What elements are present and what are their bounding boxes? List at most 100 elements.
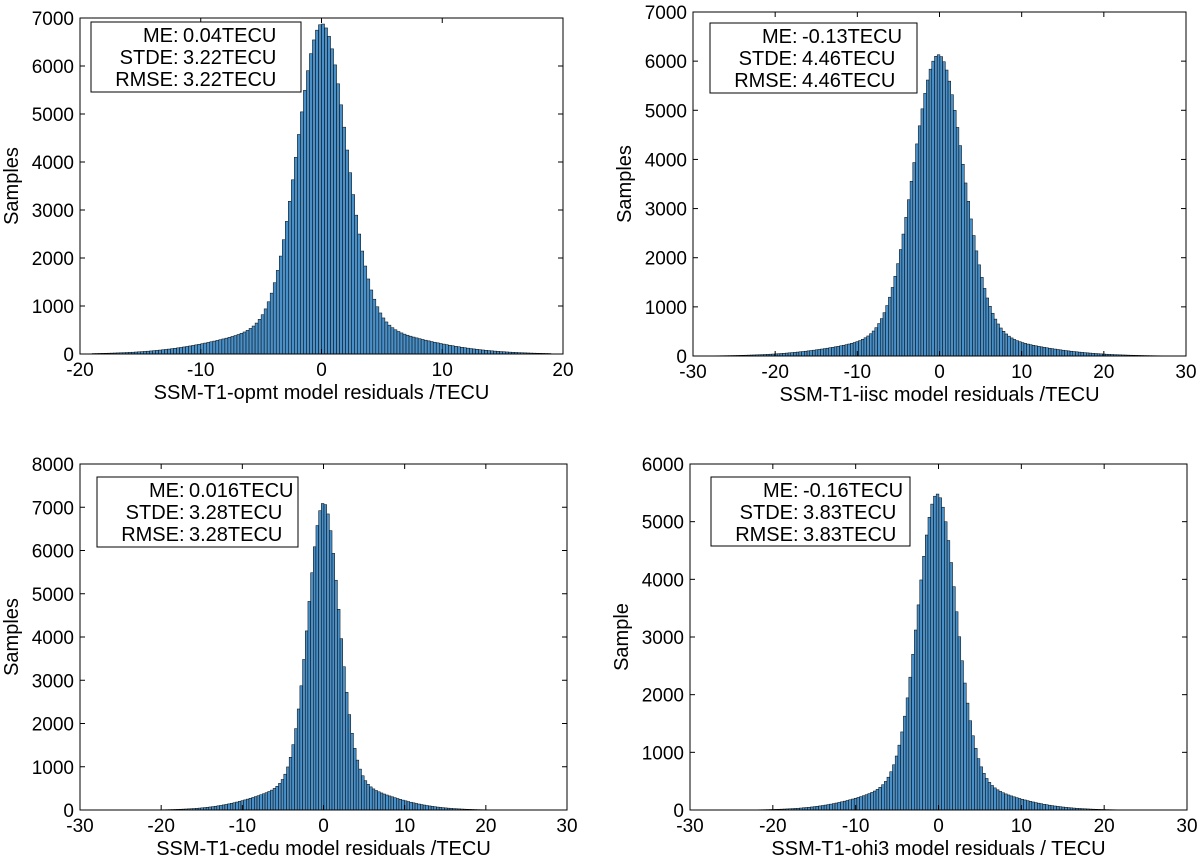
histogram-bar [987,782,992,811]
histogram-bar [393,797,397,811]
y-tick-label: 3000 [645,200,687,221]
histogram-bar [909,181,914,357]
histogram-bar [411,336,416,355]
stat-separator: : [179,480,185,502]
histogram-bar [310,572,314,811]
histogram-bar [801,351,805,357]
histogram-bar [1042,347,1046,357]
histogram-bar [917,125,922,357]
histogram-bar [176,347,180,355]
y-tick-label: 2000 [642,686,684,707]
histogram-bar [267,791,271,811]
stat-separator: : [792,70,798,92]
stat-name: STDE [120,47,173,69]
histogram-bar [345,692,349,811]
histogram-bar [1045,347,1049,357]
histogram-bar [432,341,437,355]
histogram-bar [834,802,839,811]
histogram-bar [814,349,819,357]
histogram-bar [238,801,242,811]
histogram-bar [961,164,965,357]
histogram-bar [297,134,301,355]
histogram-bar [345,149,349,355]
histogram-bar [1080,352,1084,357]
stat-value: 3.83TECU [803,502,896,524]
histogram-bar [1012,339,1017,357]
stat-name: ME [763,480,793,502]
stat-value: 0.016TECU [189,480,294,502]
histogram-bar [993,787,997,811]
histogram-bar [864,794,869,811]
histogram-bar [194,344,198,355]
x-tick-label: 0 [318,816,329,837]
histogram-bar [894,755,899,811]
stat-separator: : [173,47,179,69]
stat-value: 0.04TECU [183,25,276,47]
histogram-bar [445,344,449,355]
histogram-bar [873,790,877,811]
y-tick-label: 0 [673,801,684,822]
histogram-bar [829,803,833,811]
y-tick-label: 0 [63,801,74,822]
histogram-bar [363,780,368,811]
histogram-bar [982,773,986,811]
x-tick-label: 20 [1093,362,1114,383]
histogram-bar [915,143,919,357]
histogram-bar [793,352,797,357]
histogram-bar [817,349,821,357]
histogram-bar [232,802,236,811]
histogram-bar [1028,801,1033,811]
histogram-bar [1077,351,1082,357]
histogram-bar [366,278,371,355]
histogram-bar [944,521,948,811]
histogram-bar [282,239,286,355]
histogram-bar [278,783,282,811]
histogram-bar [963,682,967,811]
histogram-bar [1029,344,1033,357]
histogram-bar [420,339,425,355]
histogram-bar [302,659,306,811]
histogram-bar [315,29,319,355]
histogram-bar [355,759,360,811]
histogram-bar [936,54,941,357]
histogram-bar [826,804,830,811]
histogram-bar [336,83,340,355]
stat-name: STDE [126,502,179,524]
stat-separator: : [173,69,179,91]
histogram-bar [235,801,239,811]
histogram-bar [173,348,177,355]
x-axis-label: SSM-T1-ohi3 model residuals / TECU [771,838,1105,860]
histogram-bar [798,351,802,357]
x-tick-label: -10 [229,816,256,837]
histogram-bar [324,27,328,355]
histogram-bar [361,775,365,811]
histogram-bar [1037,802,1041,811]
histogram-bar [251,325,256,355]
histogram-bar [350,732,354,811]
histogram-bar [979,766,983,811]
histogram-bar [960,660,964,811]
stat-value: -0.16TECU [803,480,903,502]
x-tick-label: 30 [556,816,577,837]
histogram-bar [396,798,400,811]
histogram-bar [272,788,277,811]
histogram-bar [309,53,313,355]
histogram-bar [385,794,389,811]
histogram-bar [454,346,458,355]
histogram-bar [914,629,918,811]
y-axis-label: Samples [614,145,636,223]
histogram-bar [966,702,970,811]
x-tick-label: -30 [679,362,706,383]
histogram-bar [315,525,319,811]
x-tick-label: -10 [842,816,869,837]
histogram-bar [1031,345,1036,357]
histogram-bar [372,298,377,355]
x-tick-label: 30 [1175,362,1196,383]
histogram-bar [934,56,938,357]
histogram-bar [831,347,835,357]
histogram-bar [1061,349,1065,357]
histogram-bar [927,517,931,811]
histogram-bar [985,778,989,811]
histogram-bar [191,345,195,355]
histogram-bar [275,786,279,811]
